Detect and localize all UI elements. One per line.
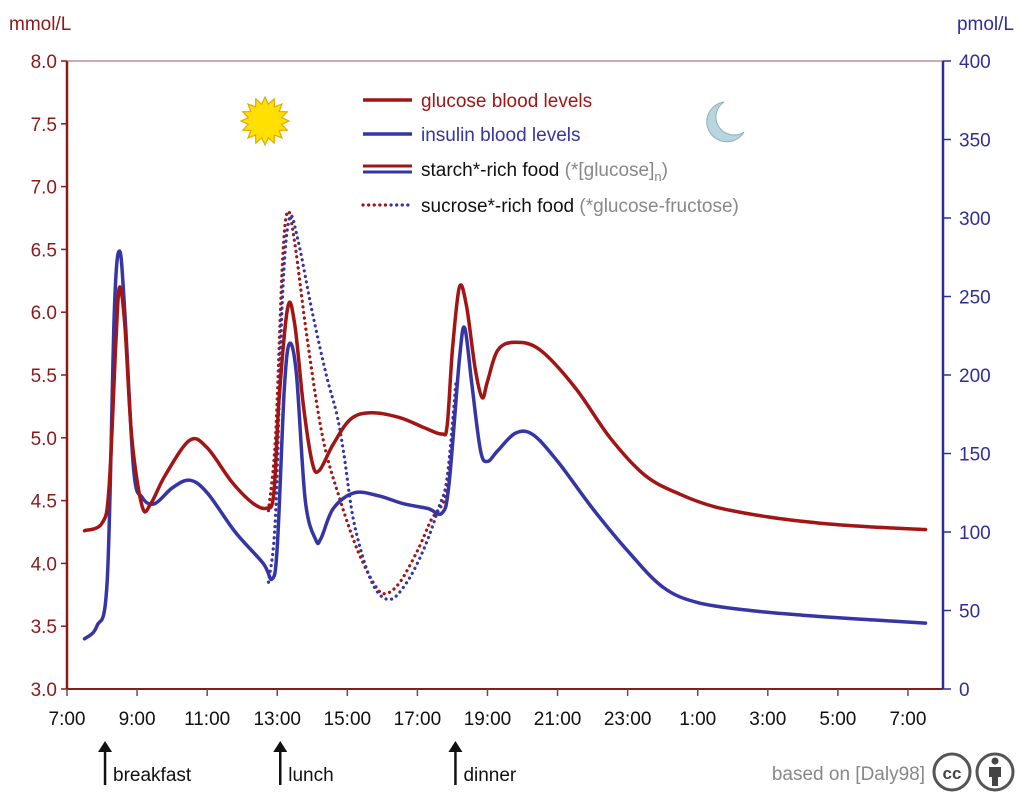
left-tick-label: 3.5	[31, 617, 57, 638]
right-tick-label: 350	[959, 131, 991, 152]
right-tick-label: 0	[959, 680, 970, 701]
source-credit: based on [Daly98]	[772, 764, 925, 785]
meal-arrow-head-icon	[448, 741, 463, 752]
left-tick-label: 8.0	[31, 52, 57, 73]
x-tick-label: 5:00	[819, 709, 856, 730]
left-tick-label: 7.5	[31, 115, 57, 136]
meal-markers: breakfast lunch dinner	[98, 741, 517, 786]
left-tick-label: 4.5	[31, 492, 57, 513]
x-tick-label: 19:00	[464, 709, 512, 730]
legend-glucose-label: glucose blood levels	[421, 91, 592, 112]
right-tick-label: 100	[959, 523, 991, 544]
left-tick-label: 6.0	[31, 303, 57, 324]
meal-arrow-head-icon	[273, 741, 288, 752]
insulin-solid-line	[82, 249, 928, 641]
right-tick-label: 300	[959, 209, 991, 230]
left-tick-label: 5.5	[31, 366, 57, 387]
svg-text:cc: cc	[943, 764, 962, 783]
left-tick-label: 7.0	[31, 178, 57, 199]
meal-marker-dinner: dinner	[448, 741, 517, 786]
moon-icon	[706, 101, 745, 143]
x-tick-label: 11:00	[184, 709, 230, 730]
attribution-icon	[975, 752, 1015, 792]
meal-marker-lunch: lunch	[273, 741, 334, 786]
meal-label: dinner	[463, 765, 516, 786]
meal-label: breakfast	[113, 765, 192, 786]
meal-arrow-head-icon	[98, 741, 113, 752]
x-tick-label: 3:00	[749, 709, 786, 730]
insulin-dotted-line	[266, 213, 458, 602]
x-tick-label: 23:00	[604, 709, 652, 730]
meal-marker-breakfast: breakfast	[98, 741, 192, 786]
chart-series	[82, 209, 928, 641]
x-tick-label: 7:00	[49, 709, 86, 730]
left-tick-label: 4.0	[31, 554, 57, 575]
meal-label: lunch	[288, 765, 333, 786]
x-tick-label: 1:00	[679, 709, 716, 730]
x-tick-label: 17:00	[394, 709, 442, 730]
glucose-solid-line	[82, 283, 928, 533]
legend-sucrose-label: sucrose*-rich food (*glucose-fructose)	[421, 196, 739, 217]
right-tick-label: 400	[959, 52, 991, 73]
x-tick-label: 7:00	[889, 709, 926, 730]
right-tick-label: 50	[959, 602, 980, 623]
x-tick-label: 15:00	[324, 709, 372, 730]
right-tick-label: 150	[959, 445, 991, 466]
legend-insulin-label: insulin blood levels	[421, 125, 581, 146]
right-axis-unit: pmol/L	[957, 14, 1014, 35]
chart-axes: 3.0 3.5 4.0 4.5 5.0 5.5 6.0 6.5 7.0 7.5 8.0 0 50 100 1…	[9, 14, 1014, 730]
left-tick-label: 5.0	[31, 429, 57, 450]
glucose-dotted-line	[266, 209, 456, 596]
right-tick-label: 200	[959, 366, 991, 387]
chart-legend: glucose blood levels insulin blood levels…	[361, 91, 739, 217]
x-tick-label: 21:00	[534, 709, 582, 730]
sun-icon	[239, 95, 291, 147]
legend-starch-label: starch*-rich food (*[glucose]n)	[421, 160, 668, 184]
cc-license-icon: cc	[932, 752, 972, 792]
left-axis-unit: mmol/L	[9, 14, 71, 35]
left-tick-label: 3.0	[31, 680, 57, 701]
x-tick-label: 9:00	[119, 709, 156, 730]
left-tick-label: 6.5	[31, 240, 57, 261]
decorations: based on [Daly98] cc	[239, 95, 1015, 792]
right-tick-label: 250	[959, 288, 991, 309]
x-tick-label: 13:00	[253, 709, 301, 730]
